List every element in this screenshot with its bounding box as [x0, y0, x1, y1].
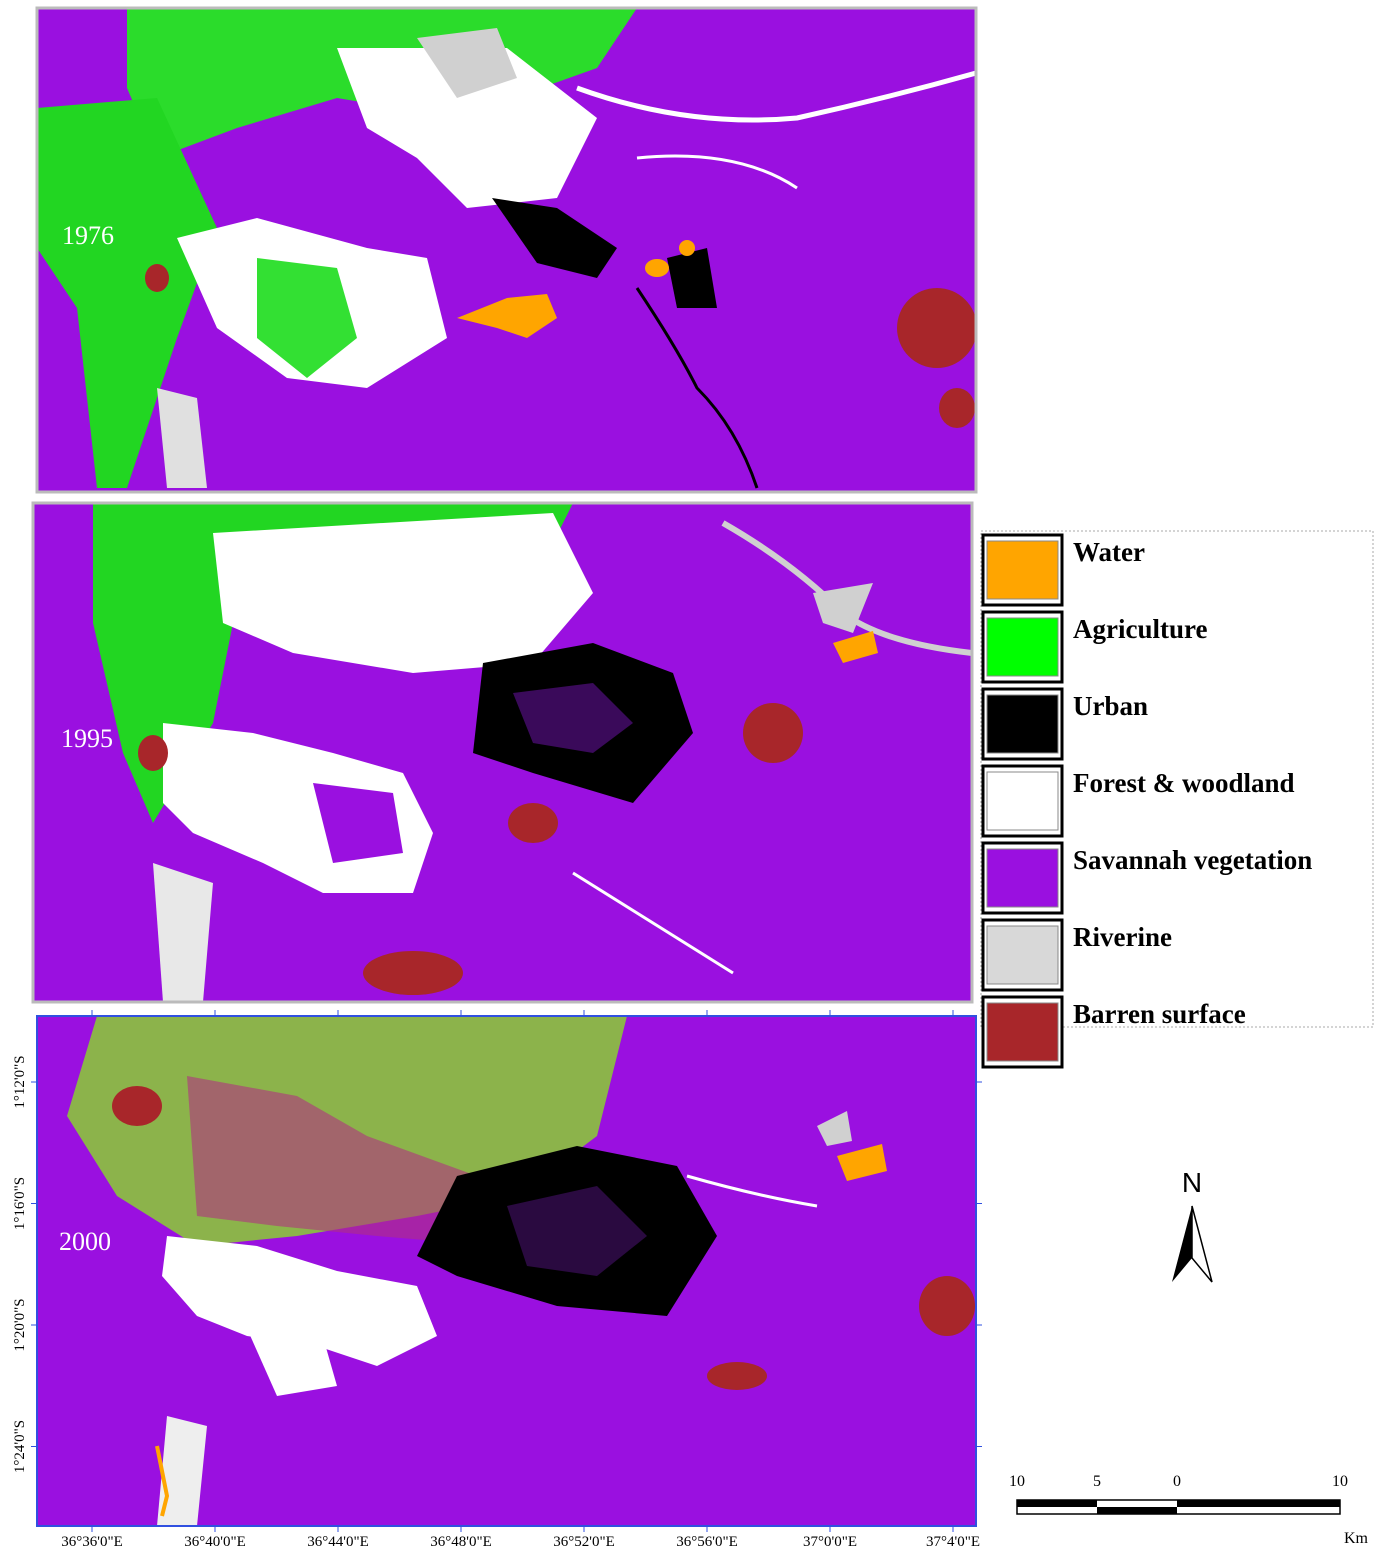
legend: Water Agriculture Urban Forest & woodland Sa…	[980, 530, 1374, 1069]
scale-label: 0	[1173, 1473, 1181, 1490]
scale-label: 5	[1093, 1473, 1101, 1490]
map-panel-1976: 1976	[35, 6, 978, 494]
longitude-label: 36°52'0"E	[553, 1534, 615, 1550]
year-label: 1976	[62, 221, 114, 250]
map-panel-2000: 2000	[36, 1015, 977, 1527]
legend-swatch	[986, 617, 1059, 677]
longitude-label: 36°56'0"E	[676, 1534, 738, 1550]
legend-swatch	[986, 540, 1059, 600]
legend-label: Forest & woodland	[1073, 768, 1295, 798]
longitude-label: 36°36'0"E	[61, 1534, 123, 1550]
scale-bar: 10 5 0 10 Km	[1009, 1473, 1369, 1547]
longitude-label: 37°0'0"E	[803, 1534, 857, 1550]
north-label: N	[1182, 1167, 1202, 1198]
legend-label: Urban	[1073, 691, 1148, 721]
latitude-label: 1°16'0"S	[12, 1177, 28, 1230]
scale-label: 10	[1332, 1473, 1348, 1490]
year-label: 2000	[59, 1227, 111, 1256]
longitude-label: 36°48'0"E	[430, 1534, 492, 1550]
scale-unit: Km	[1344, 1530, 1369, 1547]
legend-swatch	[986, 925, 1059, 985]
latitude-label: 1°12'0"S	[12, 1055, 28, 1108]
latitude-label: 1°20'0"S	[12, 1298, 28, 1351]
longitude-label: 36°40'0"E	[184, 1534, 246, 1550]
latitude-label: 1°24'0"S	[12, 1420, 28, 1473]
legend-swatch	[986, 848, 1059, 908]
scale-label: 10	[1009, 1473, 1025, 1490]
legend-swatch	[986, 771, 1059, 831]
legend-swatch	[986, 1002, 1059, 1062]
legend-label: Barren surface	[1073, 999, 1246, 1029]
legend-label: Riverine	[1073, 922, 1172, 952]
map-panel-1995: 1995	[31, 501, 974, 1004]
longitude-label: 36°44'0"E	[307, 1534, 369, 1550]
year-label: 1995	[61, 724, 113, 753]
north-arrow: N	[1172, 1167, 1213, 1283]
legend-label: Savannah vegetation	[1073, 845, 1312, 875]
longitude-label: 37°4'0"E	[926, 1534, 980, 1550]
legend-swatch	[986, 694, 1059, 754]
legend-label: Water	[1073, 537, 1145, 567]
legend-label: Agriculture	[1073, 614, 1207, 644]
